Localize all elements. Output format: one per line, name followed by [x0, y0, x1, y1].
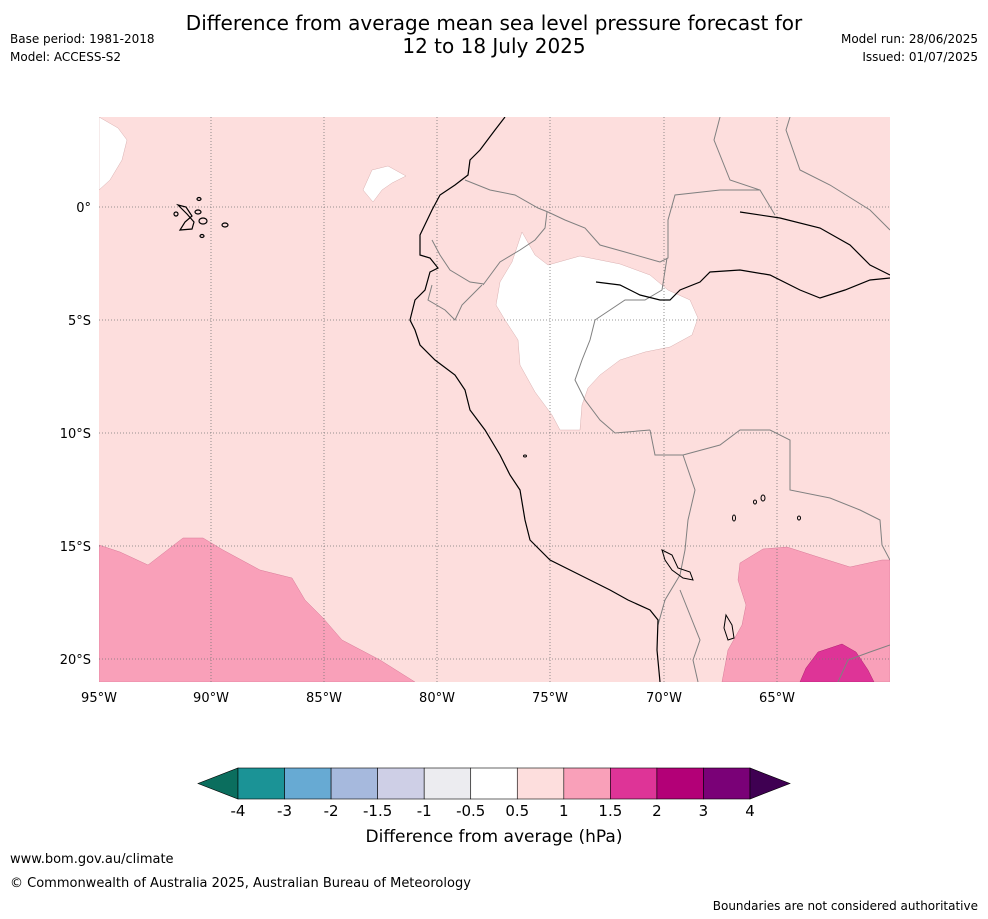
colorbar-tick-label: -0.5 — [456, 802, 485, 820]
colorbar-segment — [563, 767, 611, 800]
colorbar-tick-label: 4 — [745, 802, 755, 820]
latitude-tick-label: 5°S — [68, 314, 91, 329]
colorbar-segment — [656, 767, 704, 800]
longitude-tick-label: 65°W — [759, 691, 795, 706]
colorbar-segment — [377, 767, 425, 800]
longitude-tick-label: 90°W — [193, 691, 229, 706]
meta-right: Model run: 28/06/2025 Issued: 01/07/2025 — [841, 30, 978, 66]
longitude-tick-label: 95°W — [81, 691, 117, 706]
title-line-2: 12 to 18 July 2025 — [402, 34, 586, 58]
colorbar-tick-label: 1.5 — [598, 802, 622, 820]
colorbar-tick-label: 3 — [699, 802, 709, 820]
model-run-text: Model run: 28/06/2025 — [840, 32, 978, 46]
latitude-tick-label: 20°S — [60, 653, 91, 668]
colorbar-tick-label: -4 — [231, 802, 246, 820]
latitude-labels: 0° 5°S 10°S 15°S 20°S — [60, 201, 91, 668]
footer-disclaimer: Boundaries are not considered authoritat… — [712, 899, 978, 913]
colorbar-segment — [470, 767, 518, 800]
colorbar-tick-label: -3 — [277, 802, 292, 820]
latitude-tick-label: 10°S — [60, 427, 91, 442]
colorbar-tick-label: -1 — [417, 802, 432, 820]
meta-left: Base period: 1981-2018 Model: ACCESS-S2 — [10, 30, 155, 66]
lakes — [523, 454, 801, 641]
footer-url[interactable]: www.bom.gov.au/climate — [10, 852, 174, 867]
colorbar-segments — [197, 767, 791, 800]
galapagos-islands — [173, 196, 229, 239]
colorbar-tick-label: 2 — [652, 802, 662, 820]
anomaly-1-to-1.5-region-southwest — [99, 537, 416, 682]
colorbar-tick-label: 0.5 — [505, 802, 529, 820]
graticule — [99, 117, 890, 682]
neutral-region-amazon — [495, 231, 699, 431]
neutral-region-west — [99, 117, 128, 191]
colorbar-tick-labels: -4 -3 -2 -1.5 -1 -0.5 0.5 1 1.5 2 3 4 — [231, 802, 755, 820]
colorbar-label: Difference from average (hPa) — [366, 827, 623, 847]
longitude-tick-label: 75°W — [532, 691, 568, 706]
colorbar-segment — [284, 767, 332, 800]
longitude-tick-label: 85°W — [306, 691, 342, 706]
colorbar-tick-label: -2 — [324, 802, 339, 820]
base-period-text: Base period: 1981-2018 — [10, 32, 155, 46]
anomaly-1-to-1.5-region-southeast — [721, 546, 890, 682]
model-text: Model: ACCESS-S2 — [10, 50, 122, 64]
issued-text: Issued: 01/07/2025 — [862, 50, 978, 64]
colorbar-segment — [237, 767, 285, 800]
colorbar-tick-label: -1.5 — [363, 802, 392, 820]
title-line-1: Difference from average mean sea level p… — [185, 11, 803, 35]
neutral-region-pacific — [362, 165, 407, 203]
chart-title: Difference from average mean sea level p… — [0, 12, 988, 58]
latitude-tick-label: 0° — [76, 201, 91, 216]
latitude-tick-label: 15°S — [60, 540, 91, 555]
colorbar-segment — [330, 767, 378, 800]
colorbar-tick-label: 1 — [559, 802, 569, 820]
anomaly-1.5-to-2-region — [799, 643, 875, 682]
longitude-tick-label: 70°W — [646, 691, 682, 706]
colorbar-segment — [423, 767, 472, 800]
map-area — [99, 117, 890, 682]
colorbar-over-arrow — [749, 767, 791, 800]
colorbar-segment — [516, 767, 565, 800]
coastlines — [409, 117, 890, 682]
footer-copyright: © Commonwealth of Australia 2025, Austra… — [10, 876, 471, 891]
colorbar-segment — [703, 767, 751, 800]
longitude-tick-label: 80°W — [419, 691, 455, 706]
country-borders — [427, 117, 890, 682]
map: 95°W 90°W 85°W 80°W 75°W 70°W 65°W 0° 5°S 10°S 15… — [60, 117, 890, 706]
colorbar-segment — [610, 767, 658, 800]
colorbar: -4 -3 -2 -1.5 -1 -0.5 0.5 1 1.5 2 3 4 Difference fr… — [197, 767, 791, 847]
longitude-labels: 95°W 90°W 85°W 80°W 75°W 70°W 65°W — [81, 691, 795, 706]
colorbar-under-arrow — [197, 767, 239, 800]
